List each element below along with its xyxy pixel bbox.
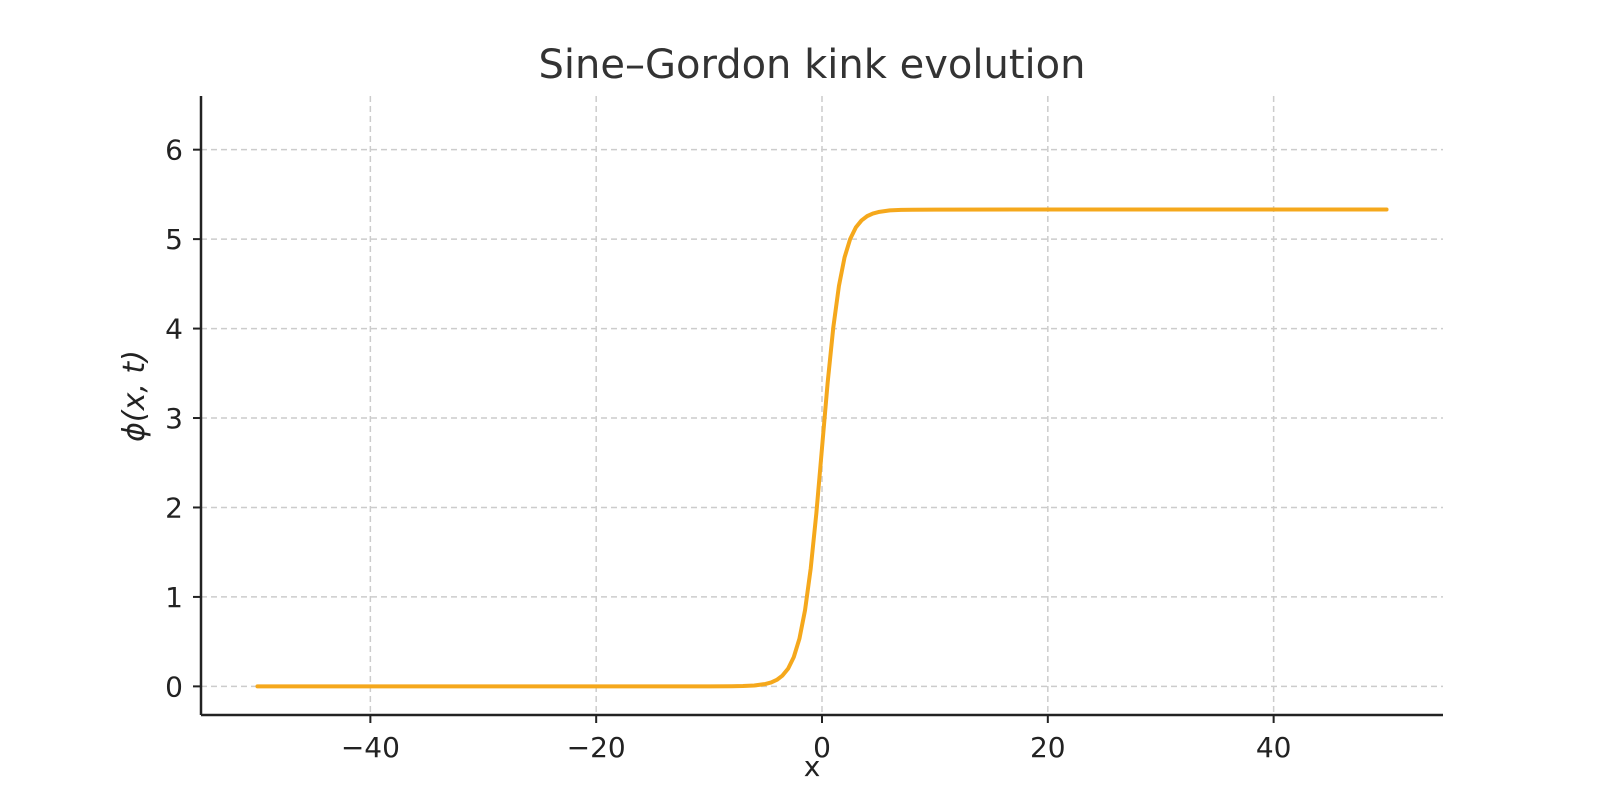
y-tick-label: 0 bbox=[165, 670, 183, 703]
y-tick-label: 1 bbox=[165, 581, 183, 614]
y-tick-label: 2 bbox=[165, 491, 183, 524]
y-tick-label: 4 bbox=[165, 313, 183, 346]
x-tick-label: −40 bbox=[341, 731, 400, 764]
series-line bbox=[255, 207, 1389, 689]
x-tick-label: 40 bbox=[1256, 731, 1292, 764]
y-tick-label: 5 bbox=[165, 223, 183, 256]
x-axis-label: x bbox=[804, 750, 821, 783]
y-axis-label: ϕ(x, t) bbox=[117, 350, 152, 442]
y-tick-label: 6 bbox=[165, 134, 183, 167]
axes bbox=[193, 96, 1443, 723]
x-tick-label: 0 bbox=[813, 731, 831, 764]
chart-title: Sine–Gordon kink evolution bbox=[539, 42, 1086, 88]
x-tick-label: −20 bbox=[567, 731, 626, 764]
tick-labels: −40 −20 0 20 40 0 1 2 3 4 5 6 bbox=[165, 134, 1291, 764]
y-tick-label: 3 bbox=[165, 402, 183, 435]
grid bbox=[201, 96, 1443, 715]
series-layer bbox=[255, 207, 1389, 689]
x-tick-label: 20 bbox=[1030, 731, 1066, 764]
